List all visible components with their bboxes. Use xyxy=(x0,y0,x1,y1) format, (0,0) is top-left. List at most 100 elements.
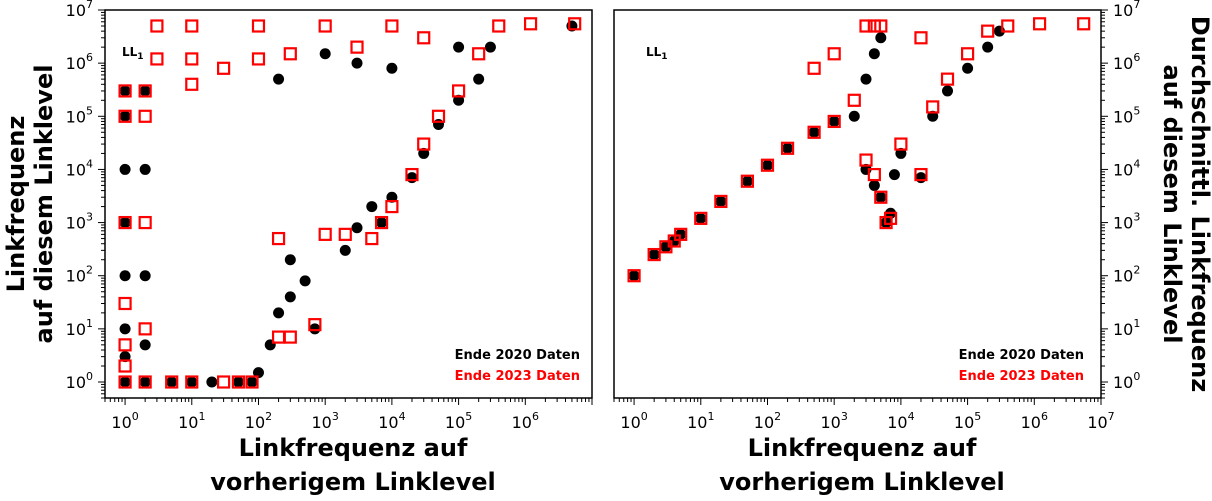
data-point xyxy=(366,201,378,213)
data-point xyxy=(138,375,152,389)
data-point xyxy=(875,191,887,203)
left-ticks: 100 101 102 103 104 105 106 100 101 102 103 104 105 1… xyxy=(66,0,593,432)
left-series-1 xyxy=(118,17,582,389)
right-x-axis-title-line2: vorherigem Linklevel xyxy=(719,468,1004,496)
data-point xyxy=(417,137,431,151)
y-tick-label: 104 xyxy=(1113,157,1140,179)
x-tick-label: 107 xyxy=(1087,410,1114,432)
data-point xyxy=(875,32,887,44)
right-series-1 xyxy=(627,17,1091,283)
data-point xyxy=(827,47,841,61)
data-point xyxy=(338,227,352,241)
y-tick-label: 106 xyxy=(1113,51,1140,73)
right-panel-label-sub: 1 xyxy=(661,52,667,62)
data-point xyxy=(118,84,132,98)
data-point xyxy=(284,291,296,303)
x-tick-label: 106 xyxy=(512,410,539,432)
y-tick-label: 101 xyxy=(1113,317,1140,339)
data-point xyxy=(165,375,179,389)
data-point xyxy=(299,275,311,287)
data-point xyxy=(251,52,266,66)
data-point xyxy=(150,19,164,33)
left-legend-2020: Ende 2020 Daten xyxy=(455,348,580,363)
data-point xyxy=(960,47,975,61)
data-point xyxy=(940,72,955,86)
data-point xyxy=(318,19,332,33)
data-point xyxy=(138,109,152,123)
data-point xyxy=(860,73,872,85)
data-point xyxy=(874,19,888,33)
left-panel-label-sub: 1 xyxy=(137,52,143,62)
y-tick-label: 101 xyxy=(66,317,93,339)
x-tick-label: 100 xyxy=(111,410,138,432)
x-tick-label: 105 xyxy=(954,410,981,432)
data-point xyxy=(138,215,152,230)
data-point xyxy=(273,73,285,85)
y-tick-label: 102 xyxy=(66,264,93,286)
data-point xyxy=(376,217,388,229)
data-point xyxy=(185,77,199,91)
data-point xyxy=(273,307,285,319)
data-point xyxy=(283,47,297,61)
y-tick-label: 105 xyxy=(66,104,93,126)
data-point xyxy=(319,48,331,60)
data-point xyxy=(627,269,641,283)
data-point xyxy=(118,215,132,230)
data-point xyxy=(385,19,399,33)
data-point xyxy=(1077,17,1091,31)
data-point xyxy=(453,41,465,53)
data-point xyxy=(740,174,755,188)
data-point xyxy=(433,119,445,131)
data-point xyxy=(308,318,322,332)
data-point xyxy=(453,94,465,106)
data-point xyxy=(119,217,131,229)
data-point xyxy=(926,100,940,114)
data-point xyxy=(386,62,398,74)
data-point xyxy=(139,85,151,97)
data-point xyxy=(119,163,131,175)
left-panel-label: LL1 xyxy=(122,45,144,62)
data-point xyxy=(386,191,398,203)
right-panel-label: LL1 xyxy=(646,45,668,62)
right-panel: 100 101 102 103 104 105 106 107 100 101 102 103 104 1… xyxy=(613,0,1212,496)
data-point xyxy=(186,376,198,388)
data-point xyxy=(252,367,264,379)
right-marks xyxy=(627,17,1091,283)
data-point xyxy=(782,142,794,154)
x-tick-label: 103 xyxy=(821,410,848,432)
x-tick-label: 103 xyxy=(312,410,339,432)
right-ticks: 100 101 102 103 104 105 106 107 100 101 102 103 104 1… xyxy=(613,0,1140,432)
data-point xyxy=(914,167,928,182)
data-point xyxy=(674,227,688,241)
left-panel: 100 101 102 103 104 105 106 100 101 102 103 104 105 1… xyxy=(2,0,593,496)
data-point xyxy=(139,163,151,175)
data-point xyxy=(206,376,218,388)
y-tick-label: 107 xyxy=(1113,0,1140,20)
data-point xyxy=(647,247,661,262)
data-point xyxy=(232,376,244,388)
data-point xyxy=(374,215,389,230)
data-point xyxy=(118,375,132,389)
right-legend-2023: Ende 2023 Daten xyxy=(959,369,1084,384)
data-point xyxy=(405,167,419,182)
data-point xyxy=(251,19,266,33)
data-point xyxy=(859,153,873,167)
data-point xyxy=(309,323,321,335)
data-point xyxy=(808,126,820,138)
data-point xyxy=(245,375,259,389)
data-point xyxy=(741,175,753,187)
data-point xyxy=(675,228,687,240)
y-tick-label: 105 xyxy=(1113,104,1140,126)
data-point xyxy=(848,110,860,122)
data-point xyxy=(217,375,231,389)
data-point xyxy=(119,351,131,363)
data-point xyxy=(942,85,954,97)
data-point xyxy=(695,212,707,224)
left-marks xyxy=(118,17,582,389)
y-tick-label: 100 xyxy=(1113,370,1140,392)
data-point xyxy=(185,19,199,33)
data-point xyxy=(451,84,466,98)
data-point xyxy=(271,330,286,344)
data-point xyxy=(138,322,152,336)
left-plot-area xyxy=(104,9,593,399)
